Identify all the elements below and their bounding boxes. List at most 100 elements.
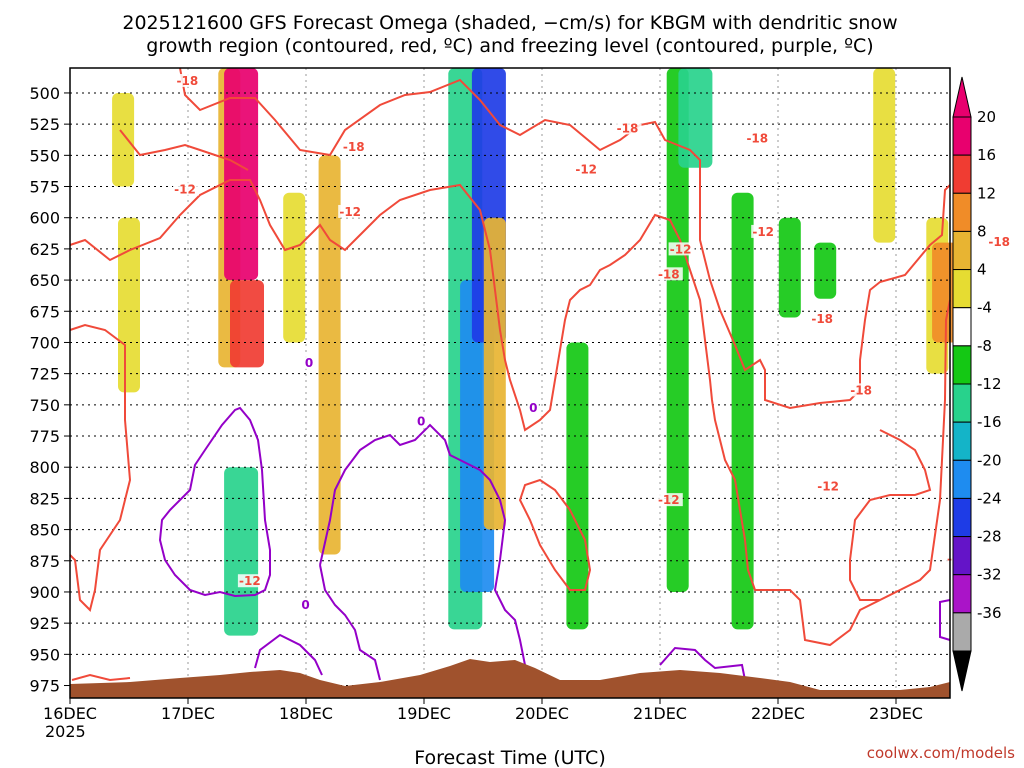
colorbar-swatch-5 <box>952 307 972 347</box>
colorbar-label-5: -4 <box>977 299 992 317</box>
purple-contour-label-1: 0 <box>417 415 425 429</box>
purple-contour-label-0: 0 <box>305 356 313 370</box>
colorbar-swatch-3 <box>952 230 972 271</box>
omega-shade-17 <box>814 242 837 299</box>
x-year-label: 2025 <box>45 722 86 741</box>
omega-shade-7 <box>224 467 259 636</box>
y-tick-label-19: 975 <box>29 677 60 696</box>
red-contour-bottom-left <box>71 673 131 682</box>
red-contour-label-13: -18 <box>988 235 1010 249</box>
colorbar-bottom-arrow <box>952 650 972 692</box>
colorbar-swatch-8 <box>952 421 972 461</box>
omega-shade-14 <box>678 68 713 168</box>
x-tick-label-7: 23DEC <box>869 704 923 723</box>
colorbar-label-6: -8 <box>977 337 992 355</box>
credit-text: coolwx.com/models <box>867 744 1015 762</box>
red-contour-label-4: -18 <box>617 121 639 135</box>
x-axis: 16DEC 17DEC 18DEC 19DEC 20DEC 21DEC 22DEC 23DEC <box>43 698 923 723</box>
y-tick-label-4: 600 <box>29 209 60 228</box>
red-contour-label-0: -18 <box>177 74 199 88</box>
red-contour-label-bg-12 <box>816 479 843 493</box>
red-contour-label-7: -18 <box>658 267 680 281</box>
y-tick-label-0: 500 <box>29 84 60 103</box>
red-contour-label-10: -18 <box>811 312 833 326</box>
red-contour-lower-12-mid <box>518 478 592 591</box>
red-contours <box>69 67 951 682</box>
purple-contour-edge <box>939 599 951 641</box>
purple-contour-label-bg-2 <box>527 400 540 414</box>
red-contour-upper-18 <box>179 67 951 410</box>
red-contour-label-bg-1 <box>173 182 199 196</box>
red-contour-label-bg-17 <box>656 493 683 507</box>
red-contour-label-bg-5 <box>574 162 601 176</box>
purple-contour-right <box>659 646 746 681</box>
purple-contour-label-2: 0 <box>529 401 537 415</box>
y-tick-label-9: 725 <box>29 365 60 384</box>
red-contour-label-17: -12 <box>658 493 680 507</box>
colorbar-label-2: 12 <box>977 184 996 202</box>
omega-shade-12 <box>566 342 589 630</box>
red-contour-lower-12-left <box>69 323 132 612</box>
omega-shade-6 <box>318 155 341 555</box>
y-tick-label-1: 525 <box>29 115 60 134</box>
y-tick-label-2: 550 <box>29 146 60 165</box>
x-tick-label-0: 16DEC <box>43 704 97 723</box>
x-axis-title: Forecast Time (UTC) <box>414 747 605 768</box>
colorbar-label-9: -20 <box>977 451 1002 469</box>
terrain <box>70 659 950 698</box>
y-tick-label-13: 825 <box>29 489 60 508</box>
y-tick-label-8: 700 <box>29 333 60 352</box>
red-contour-label-16: -12 <box>239 574 261 588</box>
purple-contour-mid <box>319 423 526 666</box>
purple-contour-label-bg-1 <box>415 414 428 428</box>
red-contour-label-8: -18 <box>746 131 768 145</box>
y-tick-label-11: 775 <box>29 427 60 446</box>
colorbar-label-13: -36 <box>977 604 1002 622</box>
x-tick-label-4: 20DEC <box>515 704 569 723</box>
plot-area: -18 -12 -18 -12 -18 -12 -12 -18 -18 -12 -18 -18 -12 -… <box>69 67 1024 699</box>
omega-shade-11 <box>483 217 506 530</box>
red-contour-label-bg-15 <box>1022 402 1024 416</box>
colorbar-swatch-2 <box>952 192 972 232</box>
red-contour-label-bg-16 <box>237 574 264 588</box>
colorbar-swatch-1 <box>952 154 972 194</box>
y-tick-label-6: 650 <box>29 271 60 290</box>
purple-contour-bottom <box>254 633 323 676</box>
colorbar-top-arrow <box>952 76 972 118</box>
red-contour-label-bg-4 <box>615 121 642 135</box>
colorbar-label-1: 16 <box>977 146 996 164</box>
y-tick-label-10: 750 <box>29 396 60 415</box>
red-contour-label-bg-11 <box>849 383 876 397</box>
red-contour-label-5: -12 <box>575 163 597 177</box>
omega-shade-16 <box>778 217 801 318</box>
red-contour-label-bg-2 <box>341 140 368 154</box>
colorbar-swatch-11 <box>952 536 972 576</box>
red-contour-upper-12 <box>69 179 951 647</box>
omega-shade-15 <box>731 192 754 630</box>
y-tick-label-5: 625 <box>29 240 60 259</box>
purple-contour-label-bg-0 <box>303 355 316 369</box>
omega-shade-13 <box>666 68 689 592</box>
red-contour-label-6: -12 <box>670 242 692 256</box>
y-tick-label-14: 850 <box>29 521 60 540</box>
chart-title-line1: 2025121600 GFS Forecast Omega (shaded, −… <box>122 12 897 34</box>
red-contour-label-9: -12 <box>752 225 774 239</box>
omega-shade-5 <box>283 192 306 343</box>
colorbar-swatch-12 <box>952 574 972 614</box>
x-tick-label-3: 19DEC <box>397 704 451 723</box>
red-contour-label-bg-8 <box>745 131 772 145</box>
red-contour-label-11: -18 <box>850 383 872 397</box>
red-contour-label-bg-9 <box>751 224 778 238</box>
y-tick-label-12: 800 <box>29 458 60 477</box>
x-tick-label-6: 22DEC <box>751 704 805 723</box>
omega-shade-3 <box>224 68 259 281</box>
y-tick-label-7: 675 <box>29 302 60 321</box>
purple-contour-left <box>158 406 271 598</box>
y-tick-label-17: 925 <box>29 614 60 633</box>
purple-contours <box>158 406 951 681</box>
colorbar-label-3: 8 <box>977 222 987 240</box>
contour-labels: -18 -12 -18 -12 -18 -12 -12 -18 -18 -12 -18 -18 -12 -… <box>173 73 1024 612</box>
omega-shade-18 <box>873 68 896 243</box>
y-axis: 500 525 550 575 600 625 650 675 700 725 750 775 800 8… <box>29 84 70 696</box>
